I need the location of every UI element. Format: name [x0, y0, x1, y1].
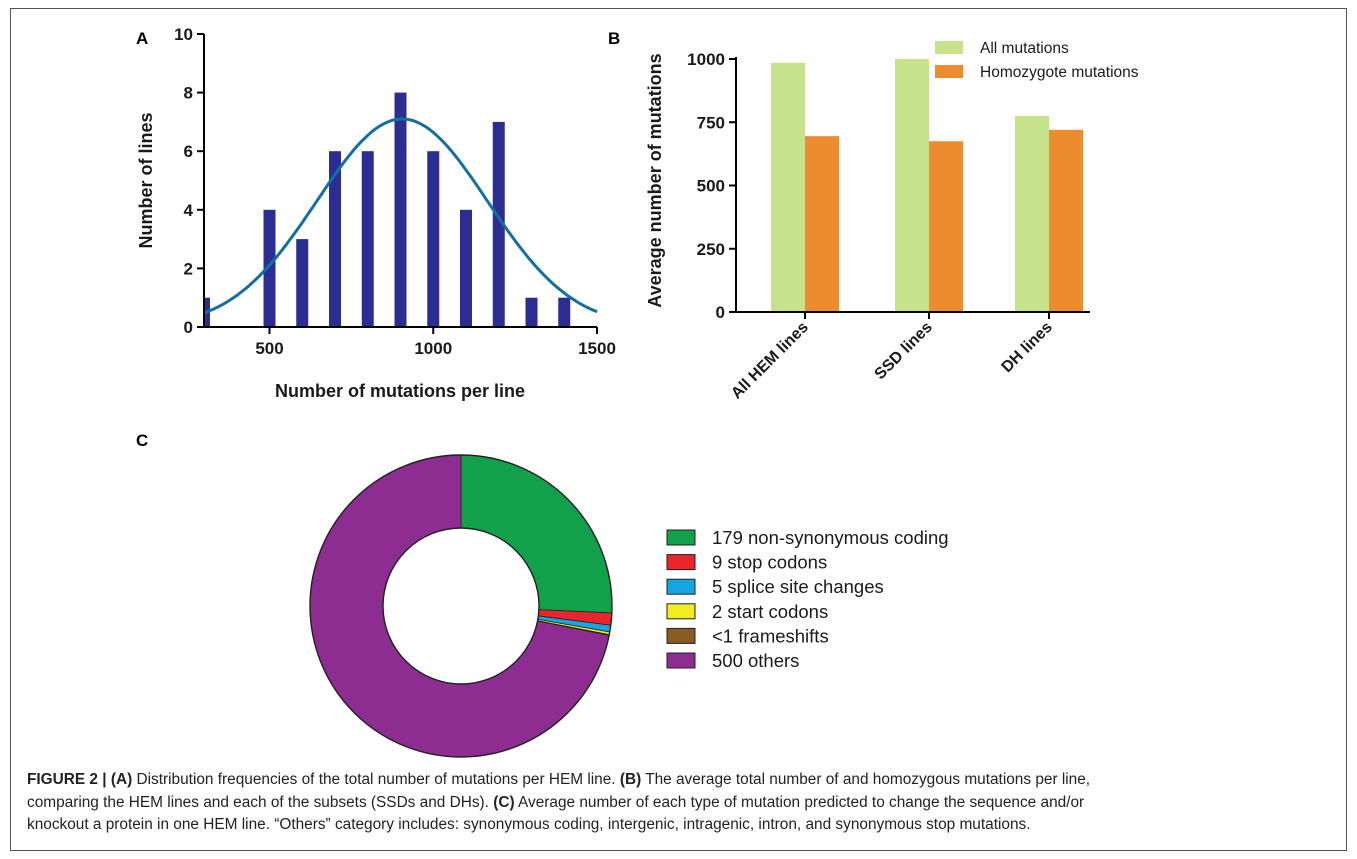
caption-c-text-2: knockout a protein in one HEM line. “Oth… [27, 816, 1031, 833]
caption-c-label: (C) [493, 793, 515, 811]
y-axis-title: Average number of mutations [645, 53, 665, 307]
legend-swatch [666, 603, 696, 620]
donut-legend: 179 non-synonymous coding 9 stop codons 5 … [666, 527, 949, 671]
y-tick-label: 0 [716, 303, 725, 322]
figure-canvas: A B C 0 2 4 6 8 10 500 1000 1500 Number of mutat… [136, 25, 1139, 758]
legend-swatch [666, 627, 696, 644]
caption-a-text: Distribution frequencies of the total nu… [132, 771, 620, 788]
x-tick-label: 500 [255, 339, 283, 358]
bar-legend: All mutations Homozygote mutations [935, 40, 1139, 81]
histogram-bar [558, 297, 571, 327]
grouped-bars [771, 59, 1083, 312]
y-axis-title: Number of lines [136, 112, 156, 248]
legend-label: 5 splice site changes [712, 576, 884, 597]
caption-a-label: (A) [110, 771, 133, 788]
caption-b-text-2: comparing the HEM lines and each of the … [27, 793, 494, 811]
bar-all-mutations [1015, 115, 1049, 312]
bar-all-mutations [771, 62, 805, 312]
histogram-bar [427, 151, 440, 327]
histogram-panel: 0 2 4 6 8 10 500 1000 1500 Number of mutations p… [136, 25, 616, 401]
histogram-bar [329, 151, 341, 327]
legend-swatch [935, 65, 963, 78]
y-tick-label: 250 [697, 240, 725, 259]
bar-homozygote-mutations [805, 136, 839, 312]
legend-swatch [666, 529, 696, 546]
donut-hole [382, 527, 540, 685]
gaussian-fit-curve [203, 117, 598, 315]
panel-label-a: A [136, 29, 148, 48]
legend-label: 9 stop codons [712, 552, 827, 573]
x-tick-label: 1500 [578, 339, 616, 358]
legend-label: 179 non-synonymous coding [712, 527, 949, 548]
histogram-axes: 0 2 4 6 8 10 500 1000 1500 [174, 25, 616, 358]
donut-slices [309, 454, 613, 758]
histogram-bar [525, 297, 538, 327]
y-tick-label: 2 [184, 259, 193, 278]
legend-swatch [935, 41, 963, 54]
y-tick-label: 1000 [687, 50, 725, 69]
histogram-bar [492, 121, 505, 328]
y-tick-label: 750 [697, 113, 725, 132]
figure-frame [10, 8, 1347, 851]
legend-label: 500 others [712, 650, 799, 671]
histogram-bars [204, 92, 571, 328]
legend-swatch [666, 652, 696, 669]
x-tick-label: DH lines [999, 319, 1056, 376]
figure-label: FIGURE 2 | [27, 771, 107, 788]
histogram-bar [361, 151, 374, 327]
y-tick-label: 500 [697, 177, 725, 196]
donut-panel: 179 non-synonymous coding 9 stop codons 5 … [309, 454, 949, 758]
caption-b-label: (B) [619, 771, 642, 788]
legend-label: All mutations [980, 40, 1069, 57]
caption-b-text-1: The average total number of and homozygo… [641, 771, 1091, 788]
caption-line-2: comparing the HEM lines and each of the … [27, 792, 1327, 815]
caption-c-text-1: Average number of each type of mutation … [514, 793, 1085, 811]
x-tick-label: All HEM lines [728, 319, 812, 403]
y-tick-label: 10 [174, 25, 193, 44]
legend-label: <1 frameshifts [712, 625, 829, 646]
y-tick-label: 4 [184, 201, 194, 220]
legend-swatch [666, 578, 696, 595]
x-tick-label: SSD lines [872, 319, 936, 383]
legend-label: 2 start codons [712, 601, 828, 622]
bar-homozygote-mutations [1049, 129, 1083, 312]
histogram-bar [263, 209, 276, 327]
legend-swatch [666, 554, 696, 571]
x-tick-label: 1000 [414, 339, 452, 358]
figure-caption: FIGURE 2 | (A) Distribution frequencies … [27, 769, 1327, 837]
caption-line-1: FIGURE 2 | (A) Distribution frequencies … [27, 769, 1327, 792]
caption-line-3: knockout a protein in one HEM line. “Oth… [27, 814, 1327, 837]
y-tick-label: 8 [184, 84, 193, 103]
histogram-bar [296, 239, 309, 327]
bar-all-mutations [895, 59, 929, 312]
histogram-bar [394, 92, 407, 327]
panel-label-b: B [608, 29, 620, 48]
bar-panel: 0 250 500 750 1000 All HEM lines SSD lines DH l… [645, 40, 1139, 403]
histogram-bar [460, 209, 472, 327]
y-tick-label: 6 [184, 142, 193, 161]
y-tick-label: 0 [184, 318, 193, 337]
bar-homozygote-mutations [929, 141, 963, 312]
donut-outer-ring [309, 454, 613, 758]
legend-label: Homozygote mutations [980, 64, 1139, 81]
panel-label-c: C [136, 431, 148, 450]
x-axis-title: Number of mutations per line [275, 381, 525, 401]
